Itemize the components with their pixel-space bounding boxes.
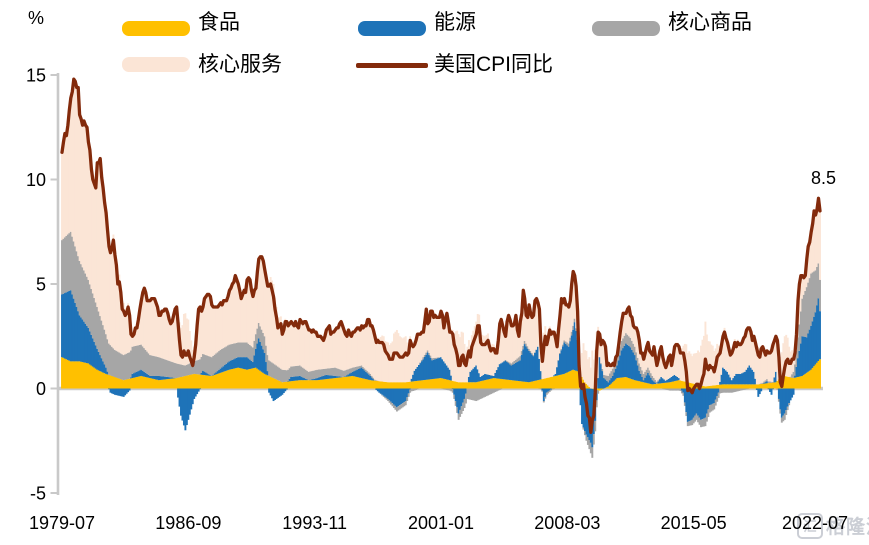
x-axis-tick-label: 2008-03 <box>534 513 600 533</box>
legend-label-core-services: 核心服务 <box>198 53 282 76</box>
y-axis <box>50 73 60 495</box>
x-axis-tick-label: 1993-11 <box>282 513 347 533</box>
y-axis-tick-label: 15 <box>26 66 46 86</box>
x-axis-tick-label: 2022-07 <box>782 513 848 533</box>
x-axis-tick-label: 2001-01 <box>408 513 474 533</box>
y-axis-tick-label: -5 <box>30 484 46 504</box>
x-axis-tick-label: 1979-07 <box>29 513 95 533</box>
legend-swatch-core-goods <box>592 21 660 36</box>
stacked-contribution-areas <box>61 79 821 458</box>
legend-swatch-cpi-line <box>356 63 428 68</box>
y-axis-unit-label: % <box>28 8 45 28</box>
y-axis-labels: 15 10 5 0 -5 <box>26 66 46 504</box>
legend-swatch-food <box>122 21 190 36</box>
y-axis-tick-label: 5 <box>36 275 46 295</box>
legend-label-food: 食品 <box>198 11 240 34</box>
x-axis-labels: 1979-07 1986-09 1993-11 2001-01 2008-03 2015-… <box>29 513 848 533</box>
legend-label-cpi-line: 美国CPI同比 <box>434 53 554 76</box>
y-axis-tick-label: 10 <box>26 170 46 190</box>
legend-label-energy: 能源 <box>434 11 476 34</box>
last-value-annotation: 8.5 <box>811 168 837 188</box>
legend-swatch-energy <box>358 21 426 36</box>
legend-label-core-goods: 核心商品 <box>668 11 752 34</box>
x-axis-tick-label: 2015-05 <box>661 513 727 533</box>
legend-swatch-core-services <box>122 57 190 72</box>
y-axis-tick-label: 0 <box>36 379 46 399</box>
x-axis-tick-label: 1986-09 <box>155 513 221 533</box>
cpi-yoy-line <box>60 77 822 435</box>
